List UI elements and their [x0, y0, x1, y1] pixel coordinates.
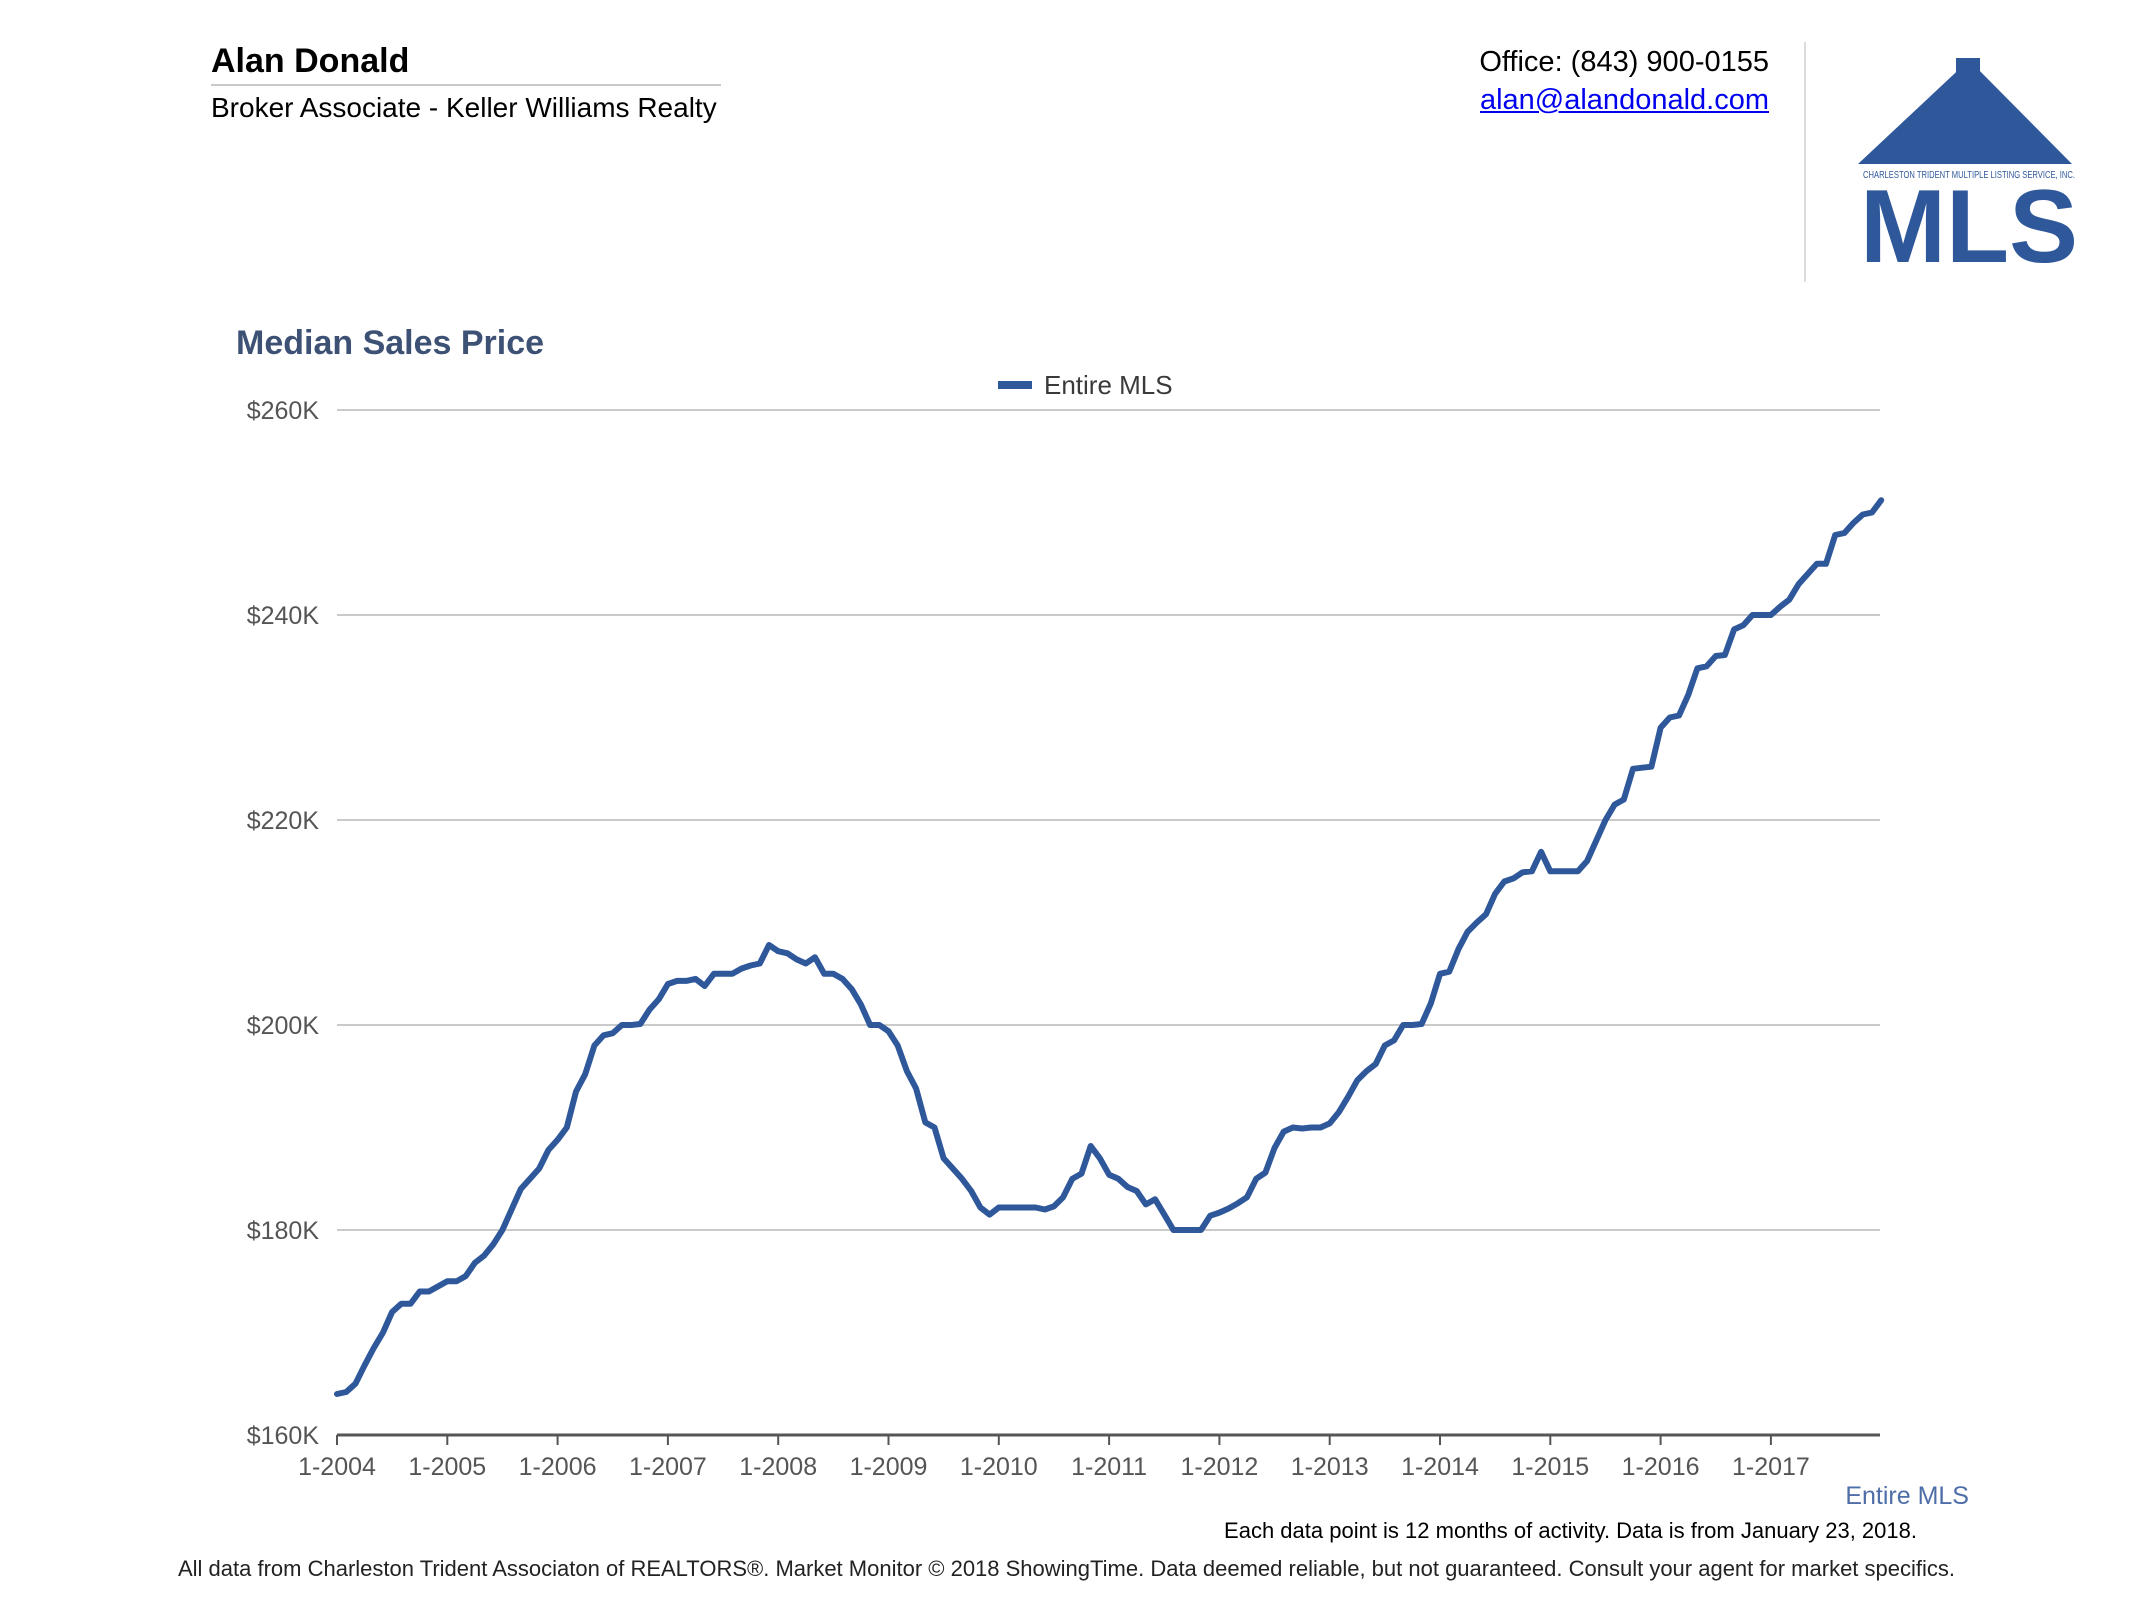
y-tick-label: $260K: [247, 397, 320, 425]
house-roof-icon: [1858, 58, 2072, 164]
x-tick-label: 1-2016: [1622, 1453, 1700, 1481]
chart-legend[interactable]: Entire MLS: [998, 370, 1173, 400]
x-tick-label: 1-2014: [1401, 1453, 1479, 1481]
series-axis-label: Entire MLS: [1845, 1482, 1969, 1510]
chart-series: [334, 497, 1885, 1397]
y-tick-label: $200K: [247, 1012, 320, 1040]
logo-wordmark: MLS: [1860, 169, 2078, 266]
logo-tagline: CHARLESTON TRIDENT MULTIPLE LISTING SERV…: [1863, 169, 2075, 181]
footer-disclaimer: All data from Charleston Trident Associa…: [178, 1556, 1955, 1581]
office-phone: Office: (843) 900-0155: [1479, 46, 1769, 78]
x-tick-label: 1-2009: [850, 1453, 928, 1481]
x-tick-label: 1-2010: [960, 1453, 1038, 1481]
x-tick-label: 1-2004: [298, 1453, 376, 1481]
chart-title: Median Sales Price: [236, 324, 545, 362]
x-tick-label: 1-2011: [1071, 1453, 1147, 1481]
x-tick-label: 1-2013: [1291, 1453, 1369, 1481]
agent-name: Alan Donald: [211, 42, 410, 80]
y-axis-ticks: $160K $180K $200K $220K $240K $260K: [247, 397, 320, 1450]
x-tick-label: 1-2005: [408, 1453, 486, 1481]
series-line-entire-mls: [334, 497, 1885, 1397]
header-divider: [211, 84, 721, 86]
x-tick-label: 1-2008: [739, 1453, 817, 1481]
y-tick-label: $180K: [247, 1217, 320, 1245]
x-tick-label: 1-2017: [1732, 1453, 1810, 1481]
legend-swatch: [998, 381, 1032, 389]
x-tick-label: 1-2015: [1511, 1453, 1589, 1481]
x-axis: 1-2004 1-2005 1-2006 1-2007 1-2008 1-2009 1-20…: [298, 1433, 1880, 1481]
mls-logo: CHARLESTON TRIDENT MULTIPLE LISTING SERV…: [1858, 58, 2078, 266]
y-tick-label: $220K: [247, 807, 320, 835]
y-tick-label: $240K: [247, 602, 320, 630]
email-link[interactable]: alan@alandonald.com: [1479, 84, 1769, 116]
logo-divider: [1804, 42, 1806, 282]
data-note: Each data point is 12 months of activity…: [1224, 1518, 1917, 1543]
x-tick-label: 1-2012: [1180, 1453, 1258, 1481]
x-tick-label: 1-2006: [519, 1453, 597, 1481]
chart-gridlines: [337, 409, 1880, 1231]
x-tick-label: 1-2007: [629, 1453, 707, 1481]
agent-title: Broker Associate - Keller Williams Realt…: [211, 92, 717, 123]
y-tick-label: $160K: [247, 1422, 320, 1450]
legend-label: Entire MLS: [1044, 369, 1173, 400]
